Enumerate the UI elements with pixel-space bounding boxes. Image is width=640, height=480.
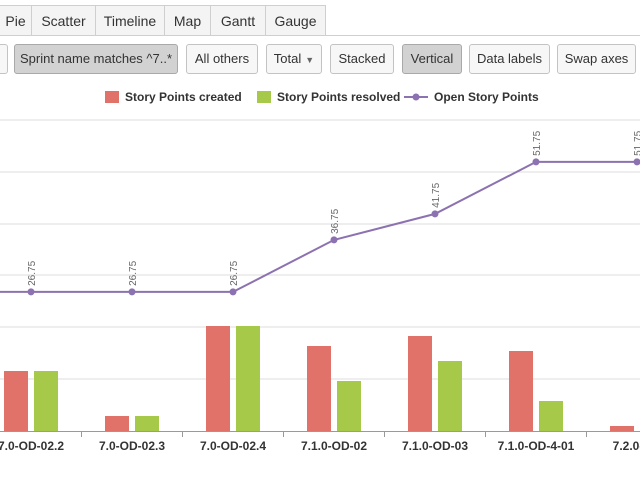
tab-gauge[interactable]: Gauge (265, 5, 326, 35)
x-tick-label: 7.2.0-OD (613, 439, 640, 453)
bar-resolved (34, 371, 58, 431)
data-label-open: 26.75 (128, 260, 139, 285)
vertical-button[interactable]: Vertical (402, 44, 462, 74)
bar-resolved (337, 381, 361, 431)
total-dropdown[interactable]: Total ▼ (266, 44, 322, 74)
tab-gantt[interactable]: Gantt (210, 5, 266, 35)
bar-resolved (135, 416, 159, 431)
bar-created (4, 371, 28, 431)
legend-label-open: Open Story Points (434, 90, 539, 104)
line-point (128, 288, 136, 296)
line-point (633, 158, 640, 166)
all-others-button[interactable]: All others (186, 44, 258, 74)
chart-area: Story Points created Story Points resolve… (0, 90, 640, 453)
data-label-open: 51.75 (633, 130, 640, 155)
swap-axes-button[interactable]: Swap axes (557, 44, 636, 74)
line-point (431, 210, 439, 218)
data-label-open: 51.75 (532, 130, 543, 155)
line-point (330, 236, 338, 244)
data-label-open: 41.75 (431, 182, 442, 207)
x-tick-label: 7.0-OD-02.2 (0, 439, 64, 453)
toolbar-button-partial[interactable] (0, 44, 8, 74)
chevron-down-icon: ▼ (305, 55, 315, 65)
tab-timeline[interactable]: Timeline (95, 5, 165, 35)
data-label-open: 26.75 (27, 260, 38, 285)
chart-toolbar: Sprint name matches ^7..* All others Tot… (0, 44, 640, 76)
x-tick-label: 7.0-OD-02.4 (200, 439, 266, 453)
bar-created (206, 326, 230, 431)
bar-resolved (539, 401, 563, 431)
bar-created (509, 351, 533, 431)
bar-created (610, 426, 634, 431)
tab-pie[interactable]: Pie (0, 5, 32, 35)
x-tick-label: 7.1.0-OD-4-01 (498, 439, 575, 453)
tab-map[interactable]: Map (164, 5, 211, 35)
tab-scatter[interactable]: Scatter (31, 5, 96, 35)
total-label: Total (273, 51, 302, 66)
x-tick-label: 7.0-OD-02.3 (99, 439, 165, 453)
data-label-open: 36.75 (330, 208, 341, 233)
x-tick-label: 7.1.0-OD-03 (402, 439, 468, 453)
filter-button[interactable]: Sprint name matches ^7..* (14, 44, 178, 74)
legend-label-resolved: Story Points resolved (277, 90, 400, 104)
line-point (27, 288, 35, 296)
bar-created (105, 416, 129, 431)
stacked-button[interactable]: Stacked (330, 44, 394, 74)
data-labels-button[interactable]: Data labels (469, 44, 550, 74)
x-tick-label: 7.1.0-OD-02 (301, 439, 367, 453)
bar-resolved (438, 361, 462, 431)
legend-label-created: Story Points created (125, 90, 242, 104)
legend-swatch-created (105, 91, 119, 103)
data-label-open: 26.75 (229, 260, 240, 285)
bar-created (408, 336, 432, 431)
legend-marker-open (412, 93, 420, 101)
line-point (229, 288, 237, 296)
legend-swatch-resolved (257, 91, 271, 103)
bar-created (307, 346, 331, 431)
tab-divider (0, 35, 640, 36)
line-point (532, 158, 540, 166)
bar-resolved (236, 326, 260, 431)
chart-type-tabs: Pie Scatter Timeline Map Gantt Gauge (0, 0, 640, 38)
